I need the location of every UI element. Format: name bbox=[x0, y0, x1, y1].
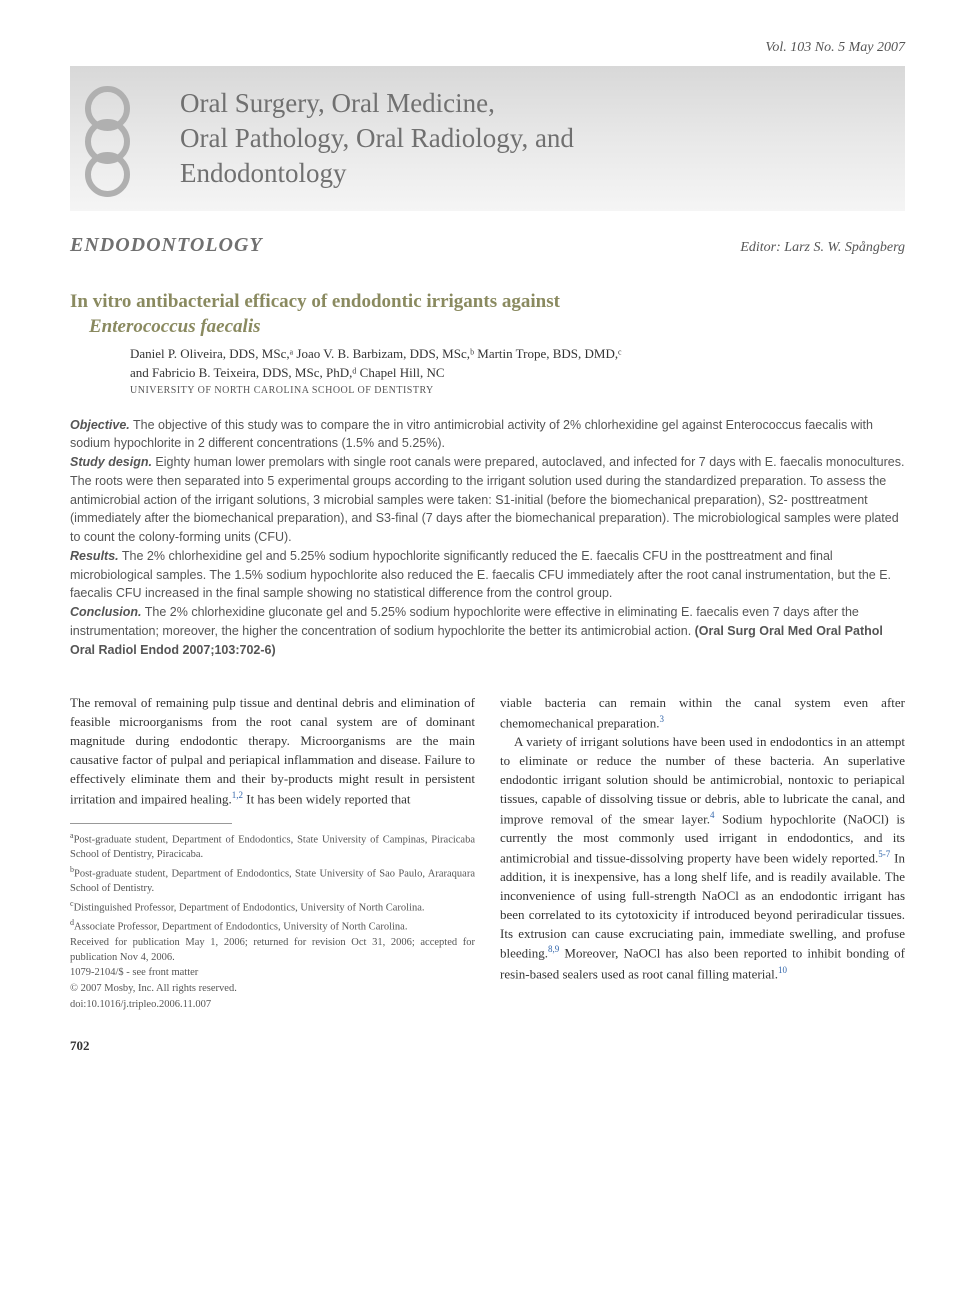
abstract-study-design-text: Eighty human lower premolars with single… bbox=[70, 455, 904, 544]
citation-ref[interactable]: 1,2 bbox=[232, 790, 243, 800]
footnote-d-text: Associate Professor, Department of Endod… bbox=[74, 921, 407, 932]
body-columns: The removal of remaining pulp tissue and… bbox=[70, 694, 905, 1013]
footnote-b-text: Post-graduate student, Department of End… bbox=[70, 868, 475, 894]
page-container: Vol. 103 No. 5 May 2007 Oral Surgery, Or… bbox=[0, 0, 975, 1094]
abstract-objective-label: Objective. bbox=[70, 418, 130, 432]
footnote-a-text: Post-graduate student, Department of End… bbox=[70, 834, 475, 860]
footnote-c: cDistinguished Professor, Department of … bbox=[70, 898, 475, 916]
article-title: In vitro antibacterial efficacy of endod… bbox=[70, 290, 905, 339]
journal-title-line1: Oral Surgery, Oral Medicine, bbox=[180, 88, 495, 118]
authors-block: Daniel P. Oliveira, DDS, MSc,ᵃ Joao V. B… bbox=[70, 344, 905, 396]
editor-name: Larz S. W. Spångberg bbox=[784, 240, 905, 255]
column-left: The removal of remaining pulp tissue and… bbox=[70, 694, 475, 1013]
body-paragraph-2: A variety of irrigant solutions have bee… bbox=[500, 733, 905, 983]
journal-masthead: Oral Surgery, Oral Medicine, Oral Pathol… bbox=[70, 66, 905, 211]
footnote-b: bPost-graduate student, Department of En… bbox=[70, 864, 475, 897]
editor-prefix: Editor: bbox=[740, 240, 780, 255]
abstract: Objective. The objective of this study w… bbox=[70, 416, 905, 660]
body-text: In addition, it is inexpensive, has a lo… bbox=[500, 850, 905, 961]
journal-title: Oral Surgery, Oral Medicine, Oral Pathol… bbox=[180, 86, 885, 191]
article-title-plain: In vitro antibacterial efficacy of endod… bbox=[70, 291, 560, 312]
abstract-objective-text: The objective of this study was to compa… bbox=[70, 418, 873, 451]
institution: UNIVERSITY OF NORTH CAROLINA SCHOOL OF D… bbox=[130, 385, 905, 396]
citation-ref[interactable]: 5-7 bbox=[878, 849, 890, 859]
abstract-conclusion-label: Conclusion. bbox=[70, 605, 142, 619]
footnote-doi: doi:10.1016/j.tripleo.2006.11.007 bbox=[70, 998, 475, 1013]
ring-icon bbox=[85, 152, 130, 197]
abstract-study-design: Study design. Eighty human lower premola… bbox=[70, 453, 905, 547]
section-editor: Editor: Larz S. W. Spångberg bbox=[740, 240, 905, 256]
authors-line2: and Fabricio B. Teixeira, DDS, MSc, PhD,… bbox=[130, 363, 905, 383]
column-right: viable bacteria can remain within the ca… bbox=[500, 694, 905, 1013]
journal-title-line2: Oral Pathology, Oral Radiology, and bbox=[180, 123, 574, 153]
abstract-results: Results. The 2% chlorhexidine gel and 5.… bbox=[70, 547, 905, 603]
page-number: 702 bbox=[70, 1038, 905, 1054]
citation-ref[interactable]: 10 bbox=[778, 965, 787, 975]
journal-title-line3: Endodontology bbox=[180, 158, 347, 188]
body-text: The removal of remaining pulp tissue and… bbox=[70, 695, 475, 806]
footnotes: aPost-graduate student, Department of En… bbox=[70, 830, 475, 1013]
section-bar: ENDODONTOLOGY Editor: Larz S. W. Spångbe… bbox=[70, 226, 905, 265]
abstract-results-label: Results. bbox=[70, 549, 119, 563]
citation-ref[interactable]: 8,9 bbox=[548, 944, 559, 954]
abstract-objective: Objective. The objective of this study w… bbox=[70, 416, 905, 454]
issue-header: Vol. 103 No. 5 May 2007 bbox=[70, 40, 905, 56]
authors-line1: Daniel P. Oliveira, DDS, MSc,ᵃ Joao V. B… bbox=[130, 344, 905, 364]
footnote-a: aPost-graduate student, Department of En… bbox=[70, 830, 475, 863]
citation-ref[interactable]: 3 bbox=[660, 714, 665, 724]
footnote-received: Received for publication May 1, 2006; re… bbox=[70, 936, 475, 965]
abstract-study-design-label: Study design. bbox=[70, 455, 152, 469]
footnote-issn: 1079-2104/$ - see front matter bbox=[70, 966, 475, 981]
abstract-results-text: The 2% chlorhexidine gel and 5.25% sodiu… bbox=[70, 549, 891, 601]
body-paragraph-1: The removal of remaining pulp tissue and… bbox=[70, 694, 475, 808]
body-text: Moreover, NaOCl has also been reported t… bbox=[500, 946, 905, 981]
footnote-divider bbox=[70, 823, 232, 824]
footnote-copyright: © 2007 Mosby, Inc. All rights reserved. bbox=[70, 982, 475, 997]
body-text: viable bacteria can remain within the ca… bbox=[500, 695, 905, 730]
body-paragraph-1-cont: viable bacteria can remain within the ca… bbox=[500, 694, 905, 733]
body-text: It has been widely reported that bbox=[243, 791, 411, 806]
footnote-c-text: Distinguished Professor, Department of E… bbox=[74, 902, 425, 913]
journal-logo-rings bbox=[85, 86, 130, 185]
abstract-conclusion: Conclusion. The 2% chlorhexidine glucona… bbox=[70, 603, 905, 659]
article-title-species: Enterococcus faecalis bbox=[89, 316, 261, 337]
footnote-d: dAssociate Professor, Department of Endo… bbox=[70, 917, 475, 935]
section-label: ENDODONTOLOGY bbox=[70, 234, 263, 257]
